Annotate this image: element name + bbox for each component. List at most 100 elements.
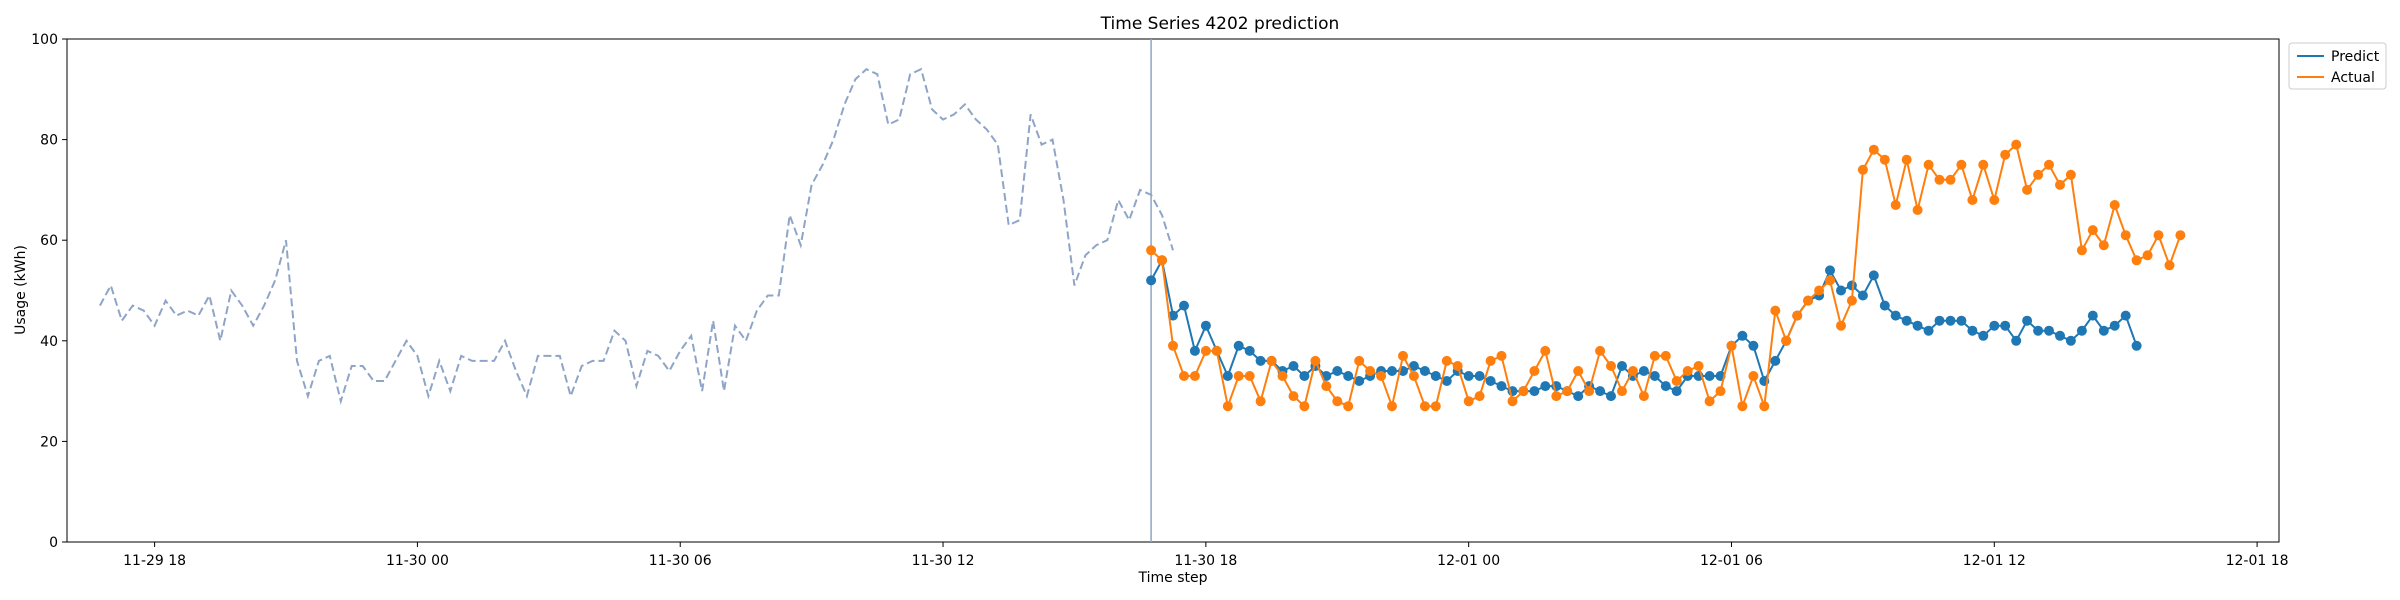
data-point-actual (1321, 381, 1332, 392)
data-point-predict (1189, 345, 1200, 356)
data-point-actual (1901, 154, 1912, 165)
data-point-actual (1836, 320, 1846, 331)
data-point-predict (2000, 320, 2011, 331)
data-point-actual (1299, 401, 1310, 412)
data-point-predict (2065, 335, 2076, 346)
data-point-actual (2044, 159, 2054, 170)
data-point-predict (1179, 300, 1189, 311)
data-point-actual (1529, 366, 1540, 376)
data-point-predict (1496, 381, 1507, 392)
data-point-actual (1660, 350, 1671, 361)
data-point-actual (1496, 350, 1507, 361)
data-point-actual (1255, 396, 1266, 407)
data-point-actual (1989, 195, 2000, 205)
data-point-actual (1792, 310, 1803, 321)
data-point-actual (1168, 340, 1178, 351)
data-point-actual (2065, 169, 2076, 180)
data-point-actual (2098, 240, 2109, 251)
data-point-actual (2131, 255, 2142, 266)
data-point-predict (1343, 371, 1354, 381)
data-point-actual (2120, 230, 2131, 241)
data-point-predict (1419, 366, 1430, 376)
chart-title: Time Series 4202 prediction (1100, 14, 1340, 34)
data-point-actual (1846, 295, 1857, 306)
data-point-predict (1529, 386, 1540, 397)
data-point-predict (1890, 310, 1901, 321)
data-point-predict (2087, 310, 2098, 321)
data-point-predict (1649, 371, 1660, 381)
data-point-actual (1277, 371, 1288, 381)
data-point-actual (1376, 371, 1387, 381)
data-point-actual (1726, 340, 1737, 351)
data-point-actual (1715, 386, 1726, 397)
data-point-predict (1430, 371, 1441, 381)
data-point-predict (1836, 285, 1846, 296)
x-tick-label: 12-01 12 (1963, 553, 2026, 569)
data-point-actual (2109, 200, 2120, 210)
data-point-actual (2076, 245, 2087, 256)
data-point-actual (1354, 355, 1365, 366)
data-point-actual (1452, 361, 1463, 371)
data-point-predict (1617, 361, 1627, 371)
data-point-actual (1485, 355, 1496, 366)
y-tick-label: 0 (49, 535, 58, 551)
data-point-actual (1573, 366, 1584, 376)
data-point-actual (2033, 169, 2044, 180)
data-point-predict (2109, 320, 2120, 331)
data-point-predict (1474, 371, 1485, 381)
data-point-predict (1671, 386, 1682, 397)
data-point-predict (1989, 320, 2000, 331)
data-point-predict (1660, 381, 1671, 392)
data-point-predict (2098, 325, 2109, 336)
data-point-actual (2164, 260, 2175, 271)
series-predict (1146, 255, 2142, 402)
data-point-actual (1430, 401, 1441, 412)
data-point-actual (1266, 355, 1277, 366)
history-line (99, 67, 1174, 405)
data-point-predict (1737, 330, 1748, 341)
data-point-actual (1179, 371, 1189, 381)
data-point-actual (1923, 159, 1934, 170)
data-point-actual (1737, 401, 1748, 412)
data-point-actual (1343, 401, 1354, 412)
data-point-predict (1168, 310, 1178, 321)
data-point-actual (1857, 164, 1868, 175)
data-point-actual (1200, 345, 1211, 356)
data-point-predict (1956, 315, 1967, 326)
data-point-actual (1890, 200, 1901, 210)
y-axis: 0 20 40 60 80 100 (31, 32, 67, 551)
x-tick-label: 12-01 18 (2226, 553, 2289, 569)
x-tick-label: 11-30 00 (386, 553, 449, 569)
data-point-actual (1693, 361, 1704, 371)
data-point-actual (1595, 345, 1606, 356)
x-tick-label: 11-29 18 (123, 553, 186, 569)
data-point-predict (1748, 340, 1759, 351)
data-point-predict (2033, 325, 2044, 336)
data-point-actual (1978, 159, 1989, 170)
series-line-actual (1150, 142, 2182, 411)
data-point-predict (2076, 325, 2087, 336)
data-point-actual (1967, 195, 1978, 205)
x-axis-label: Time step (1138, 570, 1208, 586)
data-point-actual (1825, 275, 1835, 286)
data-point-actual (1310, 355, 1321, 366)
data-point-predict (1857, 290, 1868, 301)
data-point-actual (1606, 361, 1616, 371)
data-point-predict (1923, 325, 1934, 336)
data-point-actual (1551, 391, 1562, 402)
plot-area (66, 38, 2280, 543)
data-point-actual (2142, 250, 2153, 261)
data-point-predict (1408, 361, 1419, 371)
data-point-actual (1671, 376, 1682, 386)
data-point-actual (1638, 391, 1649, 402)
data-point-predict (1387, 366, 1397, 376)
data-point-actual (1288, 391, 1299, 402)
data-point-predict (1879, 300, 1890, 311)
data-point-predict (2022, 315, 2033, 326)
legend: Predict Actual (2288, 42, 2387, 90)
data-point-predict (1934, 315, 1945, 326)
data-point-predict (1299, 371, 1310, 381)
data-point-actual (2022, 184, 2033, 195)
data-point-predict (1288, 361, 1299, 371)
